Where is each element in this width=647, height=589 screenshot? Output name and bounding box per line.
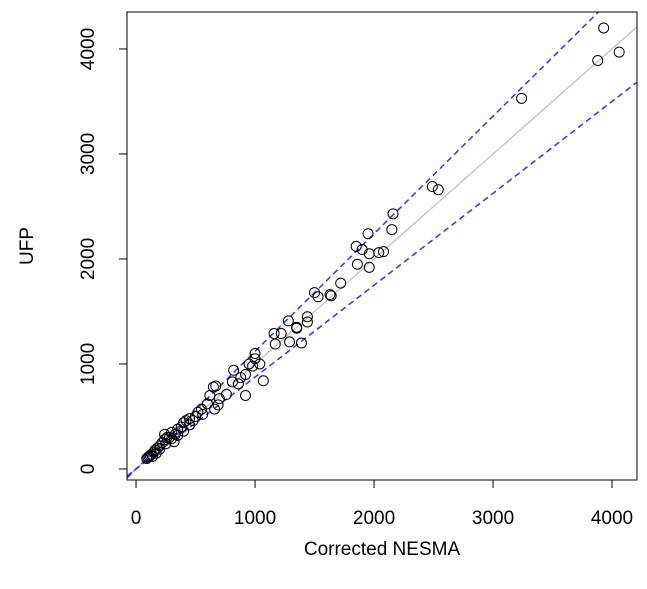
point [350, 240, 362, 252]
y-tick-label: 1000 [78, 343, 99, 385]
plot-frame [126, 11, 638, 481]
point [159, 428, 171, 440]
point [378, 246, 390, 258]
point [147, 450, 159, 462]
point [268, 328, 280, 340]
point [232, 378, 244, 390]
point [386, 224, 398, 236]
point [172, 423, 184, 435]
point [325, 290, 337, 302]
point [373, 247, 385, 259]
point [301, 311, 313, 323]
x-tick-label: 1000 [234, 508, 276, 529]
point [598, 22, 610, 34]
point [220, 388, 232, 400]
point [172, 429, 184, 441]
point [312, 291, 324, 303]
point [432, 184, 444, 196]
y-tick-label: 2000 [78, 238, 99, 280]
point [240, 389, 252, 401]
point [243, 358, 255, 370]
point [201, 398, 213, 410]
point [324, 289, 336, 301]
point [168, 436, 180, 448]
point [141, 452, 153, 464]
y-tick-label: 4000 [78, 28, 99, 70]
point [254, 358, 266, 370]
point [592, 55, 604, 67]
point [363, 261, 375, 273]
point [516, 92, 528, 104]
point [613, 46, 625, 58]
point [291, 321, 303, 333]
point [335, 277, 347, 289]
point [295, 337, 307, 349]
point [228, 364, 240, 376]
point [197, 408, 209, 420]
x-tick-label: 2000 [353, 508, 395, 529]
x-axis-label: Corrected NESMA [304, 539, 461, 560]
point [309, 287, 321, 299]
point [284, 336, 296, 348]
point [204, 389, 216, 401]
point [209, 403, 221, 415]
x-tick-label: 4000 [591, 508, 633, 529]
reference-line [127, 81, 637, 477]
point [178, 425, 190, 437]
point [184, 419, 196, 431]
point [387, 208, 399, 220]
x-tick-label: 3000 [472, 508, 514, 529]
point [213, 393, 225, 405]
point [269, 338, 281, 350]
point [426, 181, 438, 193]
y-tick-label: 0 [78, 464, 99, 475]
point [282, 315, 294, 327]
point [212, 399, 224, 411]
point [143, 450, 155, 462]
x-tick-label: 0 [131, 508, 142, 529]
point [351, 258, 363, 270]
y-axis-label: UFP [17, 227, 38, 265]
point [150, 447, 162, 459]
point [362, 228, 374, 240]
point [301, 316, 313, 328]
point [257, 375, 269, 387]
point [275, 328, 287, 340]
y-tick-label: 3000 [78, 133, 99, 175]
point [249, 347, 261, 359]
point [226, 376, 238, 388]
point [363, 248, 375, 260]
